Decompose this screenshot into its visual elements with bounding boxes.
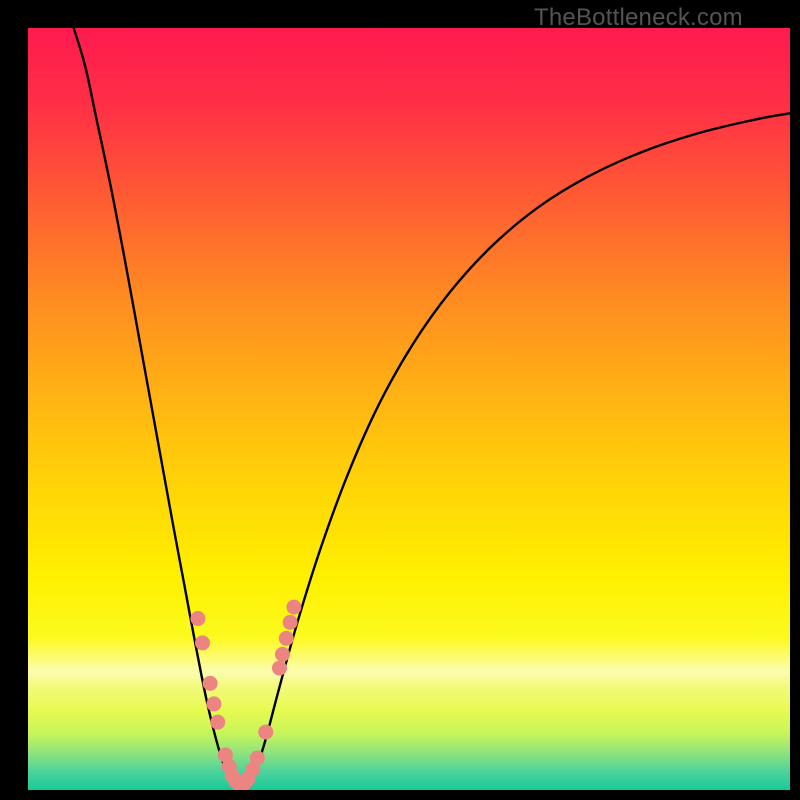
watermark-text: TheBottleneck.com: [534, 4, 743, 32]
data-marker: [250, 750, 265, 765]
data-marker: [195, 635, 210, 650]
data-marker: [203, 676, 218, 691]
data-marker: [272, 661, 287, 676]
data-marker: [190, 611, 205, 626]
data-marker: [283, 615, 298, 630]
bottleneck-curve: [74, 28, 790, 788]
data-marker: [286, 600, 301, 615]
data-marker: [275, 647, 290, 662]
data-marker: [279, 631, 294, 646]
plot-area: [28, 28, 790, 790]
data-marker: [258, 725, 273, 740]
data-marker: [206, 696, 221, 711]
data-marker: [210, 715, 225, 730]
chart-svg: [28, 28, 790, 790]
